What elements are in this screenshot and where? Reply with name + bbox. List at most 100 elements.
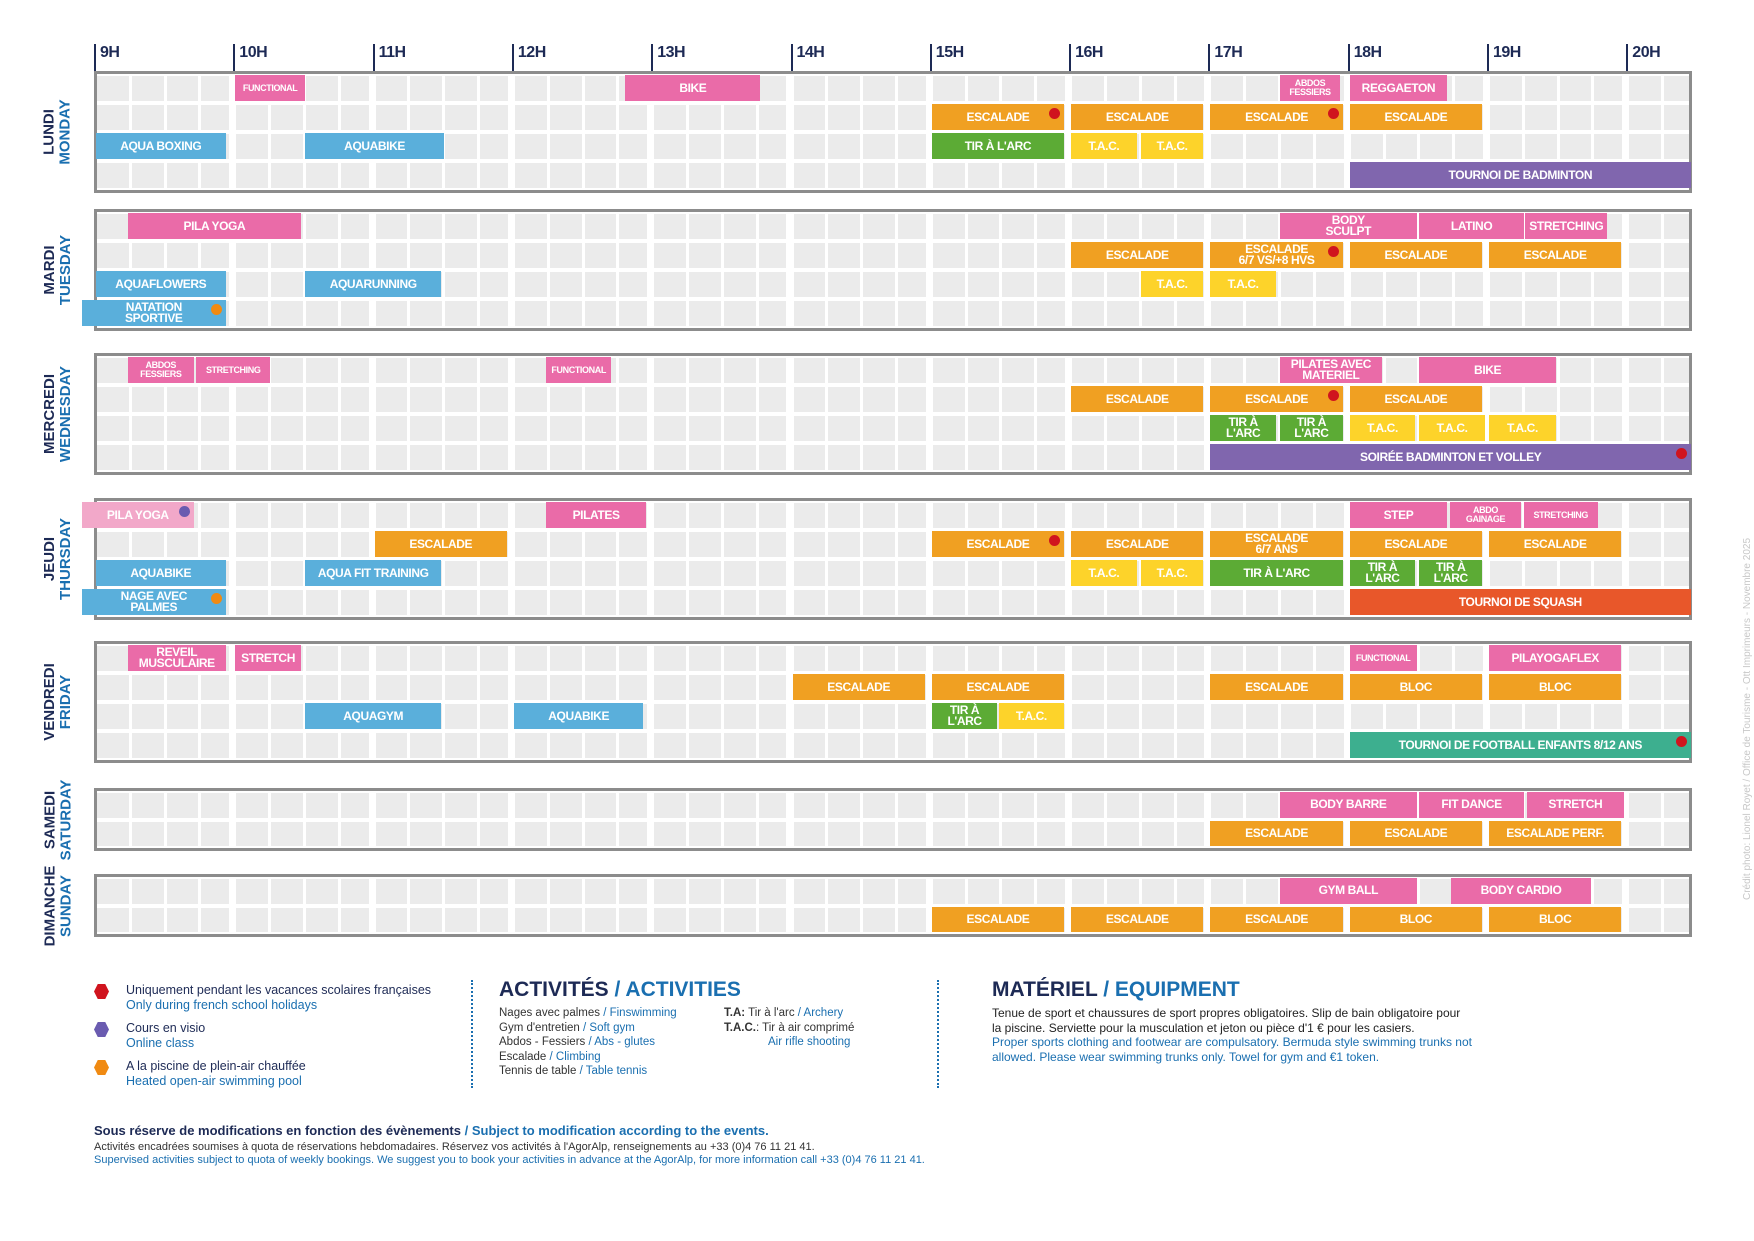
activity-block[interactable]: T.A.C. xyxy=(1419,415,1485,441)
activity-block[interactable]: ESCALADE xyxy=(1349,820,1483,846)
activity-block[interactable]: AQUAFLOWERS xyxy=(96,271,226,297)
activity-block[interactable]: FUNCTIONAL xyxy=(545,357,612,383)
activity-block[interactable]: ESCALADE xyxy=(1349,104,1483,130)
activity-block[interactable]: ABDO GAINAGE xyxy=(1449,502,1522,528)
activity-block[interactable]: BODY SCULPT xyxy=(1280,213,1417,239)
activity-block[interactable]: ESCALADE xyxy=(931,674,1065,700)
activity-block[interactable]: STRETCH xyxy=(235,645,301,671)
activity-block[interactable]: AQUAGYM xyxy=(304,703,442,729)
activity-block[interactable]: GYM BALL xyxy=(1280,878,1417,904)
activity-block[interactable]: ESCALADE xyxy=(1210,906,1343,932)
activity-block[interactable]: BLOC xyxy=(1489,674,1622,700)
activity-block[interactable]: TIR À L'ARC xyxy=(1349,560,1416,586)
activity-block[interactable]: PILAYOGAFLEX xyxy=(1489,645,1622,671)
activity-block[interactable]: PILA YOGA xyxy=(128,213,301,239)
activity-block[interactable]: T.A.C. xyxy=(1140,271,1204,297)
activity-block[interactable]: NATATION SPORTIVE xyxy=(82,300,226,326)
time-slot xyxy=(166,733,199,758)
time-slot xyxy=(131,445,164,470)
activity-block[interactable]: AQUA FIT TRAINING xyxy=(304,560,442,586)
activity-block[interactable]: BLOC xyxy=(1349,906,1483,932)
activity-block[interactable]: TOURNOI DE SQUASH xyxy=(1349,589,1691,615)
activity-block[interactable]: ESCALADE PERF. xyxy=(1489,820,1622,846)
activity-block[interactable]: ESCALADE xyxy=(1071,104,1204,130)
activity-block[interactable]: PILATES xyxy=(545,502,647,528)
activity-block[interactable]: ESCALADE xyxy=(374,531,507,557)
activity-block[interactable]: ESCALADE xyxy=(1210,674,1343,700)
activity-block[interactable]: ABDOS FESSIERS xyxy=(128,357,194,383)
activity-block[interactable]: ESCALADE xyxy=(1349,242,1483,268)
activity-block[interactable]: ESCALADE xyxy=(792,674,925,700)
activity-block[interactable]: STRETCHING xyxy=(196,357,271,383)
activity-block[interactable]: ESCALADE xyxy=(1210,386,1343,412)
activity-block[interactable]: ESCALADE xyxy=(1210,104,1343,130)
time-slot xyxy=(1037,821,1066,846)
activity-block[interactable]: TOURNOI DE FOOTBALL ENFANTS 8/12 ANS xyxy=(1349,732,1691,758)
activity-block[interactable]: T.A.C. xyxy=(1071,133,1137,159)
activity-block[interactable]: AQUA BOXING xyxy=(96,133,226,159)
activity-block[interactable]: BODY BARRE xyxy=(1280,792,1417,818)
activity-block[interactable]: SOIRÉE BADMINTON ET VOLLEY xyxy=(1210,444,1691,470)
activity-block[interactable]: TIR À L'ARC xyxy=(1210,560,1343,586)
activity-block[interactable]: T.A.C. xyxy=(1210,271,1276,297)
activity-block[interactable]: T.A.C. xyxy=(1140,560,1204,586)
activity-block[interactable]: BLOC xyxy=(1349,674,1483,700)
activity-block[interactable]: ESCALADE xyxy=(1349,531,1483,557)
activity-block[interactable]: AQUABIKE xyxy=(304,133,445,159)
activity-block[interactable]: STRETCHING xyxy=(1523,502,1598,528)
activity-block[interactable]: FIT DANCE xyxy=(1419,792,1524,818)
time-slot xyxy=(863,358,895,383)
activity-block[interactable]: AQUABIKE xyxy=(96,560,226,586)
activity-block[interactable]: TIR À L'ARC xyxy=(1280,415,1343,441)
activity-block[interactable]: ESCALADE xyxy=(1489,242,1622,268)
activity-block[interactable]: TIR À L'ARC xyxy=(1419,560,1483,586)
activity-block[interactable]: BLOC xyxy=(1489,906,1622,932)
activity-block[interactable]: BODY CARDIO xyxy=(1451,878,1591,904)
time-slot xyxy=(793,503,826,528)
activity-block[interactable]: STRETCH xyxy=(1526,792,1625,818)
activity-block[interactable]: STEP xyxy=(1349,502,1448,528)
activity-block[interactable]: ESCALADE xyxy=(1210,820,1343,846)
time-slot xyxy=(793,243,826,268)
activity-block[interactable]: ESCALADE 6/7 ANS xyxy=(1210,531,1343,557)
activity-block[interactable]: PILA YOGA xyxy=(82,502,194,528)
activity-block[interactable]: ESCALADE xyxy=(1489,531,1622,557)
activity-block[interactable]: T.A.C. xyxy=(1071,560,1137,586)
time-slot xyxy=(1246,704,1279,729)
time-slot xyxy=(445,358,478,383)
activity-block[interactable]: NAGE AVEC PALMES xyxy=(82,589,226,615)
activity-block[interactable]: REGGAETON xyxy=(1349,75,1448,101)
activity-block[interactable]: ESCALADE xyxy=(931,531,1065,557)
activity-block[interactable]: ESCALADE xyxy=(1071,242,1204,268)
activity-block[interactable]: TIR À L'ARC xyxy=(931,703,998,729)
activity-block[interactable]: REVEIL MUSCULAIRE xyxy=(128,645,226,671)
activity-block[interactable]: ABDOS FESSIERS xyxy=(1280,75,1340,101)
activity-block[interactable]: PILATES AVEC MATERIEL xyxy=(1280,357,1382,383)
activity-block[interactable]: ESCALADE xyxy=(931,104,1065,130)
activity-block[interactable]: TIR À L'ARC xyxy=(1210,415,1276,441)
activity-block[interactable]: STRETCHING xyxy=(1525,213,1608,239)
activity-block[interactable]: T.A.C. xyxy=(1489,415,1556,441)
activity-block[interactable]: BIKE xyxy=(1419,357,1556,383)
time-slot xyxy=(166,675,199,700)
activity-block[interactable]: LATINO xyxy=(1419,213,1524,239)
time-slot xyxy=(375,301,408,326)
activity-block[interactable]: ESCALADE xyxy=(1071,531,1204,557)
activity-block[interactable]: BIKE xyxy=(625,75,761,101)
activity-block[interactable]: T.A.C. xyxy=(1140,133,1204,159)
activity-block[interactable]: ESCALADE xyxy=(1071,386,1204,412)
activity-block[interactable]: ESCALADE xyxy=(931,906,1065,932)
activity-block[interactable]: ESCALADE xyxy=(1349,386,1483,412)
activity-block[interactable]: ESCALADE xyxy=(1071,906,1204,932)
time-slot xyxy=(1629,387,1662,412)
activity-block[interactable]: TIR À L'ARC xyxy=(931,133,1065,159)
activity-block[interactable]: T.A.C. xyxy=(998,703,1065,729)
activity-block[interactable]: AQUARUNNING xyxy=(304,271,442,297)
activity-block[interactable]: ESCALADE 6/7 VS/+8 HVS xyxy=(1210,242,1343,268)
activity-block[interactable]: TOURNOI DE BADMINTON xyxy=(1349,162,1691,188)
activity-block[interactable]: FUNCTIONAL xyxy=(1349,645,1417,671)
activity-block[interactable]: T.A.C. xyxy=(1349,415,1416,441)
activity-block[interactable]: AQUABIKE xyxy=(513,703,644,729)
time-slot xyxy=(1002,387,1035,412)
activity-block[interactable]: FUNCTIONAL xyxy=(235,75,305,101)
